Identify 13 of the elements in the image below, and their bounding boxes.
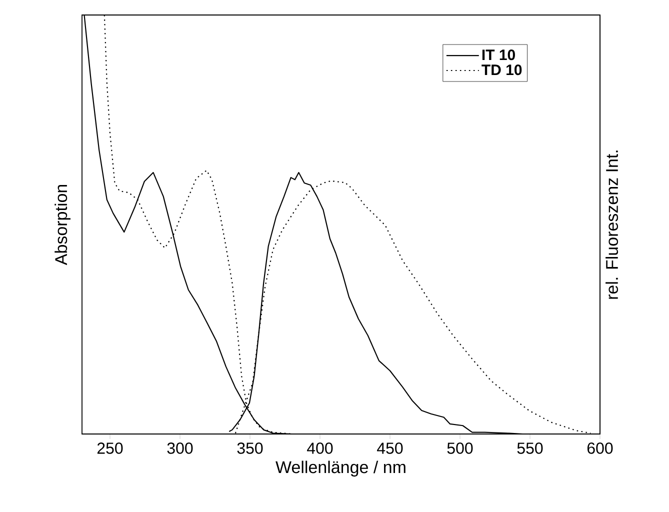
x-tick-label: 400	[307, 442, 333, 454]
x-tick-label: 500	[447, 442, 473, 454]
x-tick-label: 300	[167, 442, 193, 454]
x-axis-title: Wellenlänge / nm	[276, 460, 406, 477]
legend-label: TD 10	[482, 64, 522, 76]
y-axis-title: Absorption	[54, 184, 70, 266]
x-tick-label: 250	[97, 442, 123, 454]
y2-axis-title: rel. Fluoreszenz Int.	[606, 150, 618, 299]
x-tick-label: 450	[377, 442, 403, 454]
x-tick-label: 600	[587, 442, 613, 454]
legend-label: IT 10	[482, 50, 515, 60]
x-tick-label: 550	[517, 442, 543, 454]
x-tick-label: 350	[237, 442, 263, 454]
